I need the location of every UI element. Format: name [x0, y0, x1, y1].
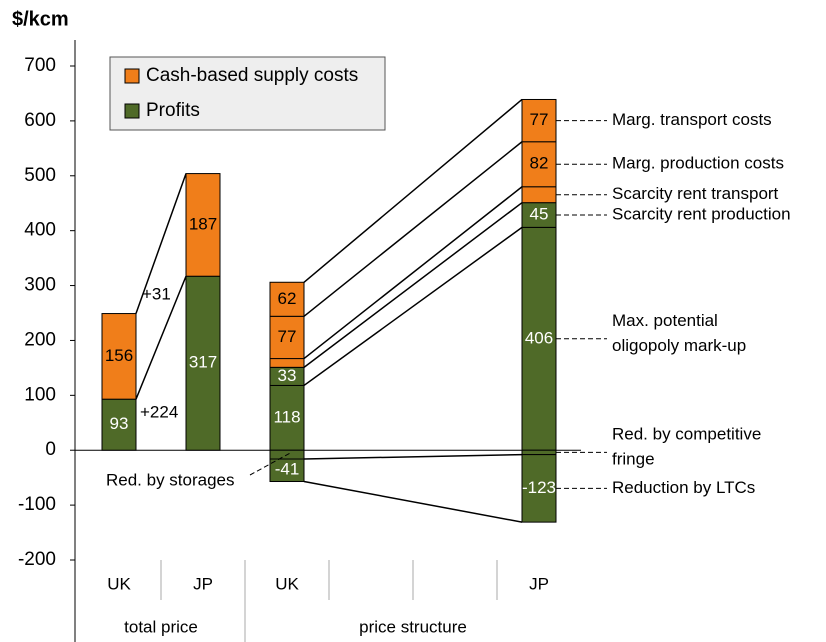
bar-segment	[101, 313, 137, 400]
annotation: +31	[142, 284, 171, 303]
y-tick-label: 100	[24, 384, 56, 405]
bar-segment	[521, 186, 557, 204]
connector	[303, 480, 523, 523]
x-tick-label: UK	[275, 574, 299, 593]
x-tick-label: JP	[193, 574, 213, 593]
bar-segment	[269, 458, 305, 483]
connector	[303, 186, 523, 360]
y-tick-label: 400	[24, 220, 56, 241]
segment-label: 77	[530, 110, 549, 129]
x-tick-label: JP	[529, 574, 549, 593]
connector	[303, 141, 523, 317]
group-label: total price	[124, 617, 198, 636]
y-tick-label: 300	[24, 275, 56, 296]
bar-segment	[185, 173, 221, 277]
y-tick-label: 500	[24, 165, 56, 186]
y-tick-label: 200	[24, 329, 56, 350]
connector	[303, 453, 523, 460]
annotation: +224	[140, 402, 178, 421]
connector	[135, 173, 187, 314]
connector	[303, 202, 523, 368]
x-tick-label: UK	[107, 574, 131, 593]
bar-segment	[521, 449, 557, 456]
segment-label: 187	[189, 214, 217, 233]
legend-swatch	[124, 103, 140, 119]
segment-label: 317	[189, 353, 217, 372]
note-label: Red. by competitive	[612, 424, 761, 443]
note-label: Marg. transport costs	[612, 110, 772, 129]
note-label: fringe	[612, 449, 655, 468]
note-label: Scarcity rent production	[612, 205, 791, 224]
note-label: Reduction by LTCs	[612, 478, 755, 497]
segment-label: 77	[278, 327, 297, 346]
connector	[303, 226, 523, 387]
segment-label: 93	[110, 414, 129, 433]
connector	[135, 275, 187, 400]
group-label: price structure	[359, 617, 467, 636]
y-tick-label: 600	[24, 110, 56, 131]
segment-label: 33	[278, 366, 297, 385]
connector	[303, 98, 523, 283]
bar-segment	[521, 98, 557, 143]
chart-title: $/kcm	[12, 8, 69, 30]
note-label: oligopoly mark-up	[612, 336, 746, 355]
bar-segment	[269, 281, 305, 317]
note-label: Marg. production costs	[612, 154, 784, 173]
bar-segment	[269, 384, 305, 451]
bar-segment	[269, 315, 305, 360]
legend-box	[109, 56, 386, 131]
y-tick-label: 0	[45, 439, 56, 460]
bar-segment	[521, 454, 557, 523]
legend-label: Cash-based supply costs	[146, 65, 358, 86]
segment-label: 82	[530, 154, 549, 173]
segment-label: -41	[275, 460, 300, 479]
y-tick-label: -200	[18, 549, 56, 570]
segment-label: 156	[105, 346, 133, 365]
note-label: Max. potential	[612, 311, 718, 330]
y-tick-label: -100	[18, 494, 56, 515]
segment-label: 62	[278, 289, 297, 308]
legend-swatch	[124, 68, 140, 84]
segment-label: 406	[525, 328, 553, 347]
note-label: Scarcity rent transport	[612, 184, 779, 203]
y-tick-label: 700	[24, 55, 56, 76]
segment-label: -123	[522, 478, 556, 497]
segment-label: 118	[273, 407, 300, 426]
segment-label: 45	[530, 205, 549, 224]
bar-segment	[269, 358, 305, 368]
annotation: Red. by storages	[106, 470, 235, 489]
legend-label: Profits	[146, 100, 200, 121]
